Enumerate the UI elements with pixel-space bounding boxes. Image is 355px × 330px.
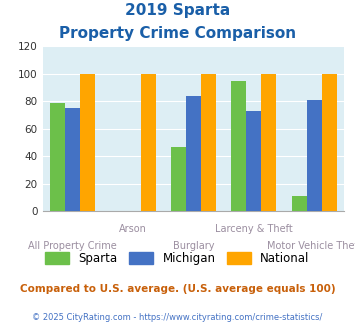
Text: Arson: Arson [119,224,147,234]
Bar [261,74,277,211]
Bar [141,74,156,211]
Legend: Sparta, Michigan, National: Sparta, Michigan, National [40,247,315,269]
Text: © 2025 CityRating.com - https://www.cityrating.com/crime-statistics/: © 2025 CityRating.com - https://www.city… [32,314,323,322]
Bar [201,74,216,211]
Bar [246,111,261,211]
Bar [171,147,186,211]
Text: Property Crime Comparison: Property Crime Comparison [59,26,296,41]
Bar [50,103,65,211]
Text: Motor Vehicle Theft: Motor Vehicle Theft [267,241,355,251]
Text: All Property Crime: All Property Crime [28,241,117,251]
Text: Compared to U.S. average. (U.S. average equals 100): Compared to U.S. average. (U.S. average … [20,284,335,294]
Bar [65,108,80,211]
Text: 2019 Sparta: 2019 Sparta [125,3,230,18]
Bar [291,196,307,211]
Bar [80,74,95,211]
Text: Burglary: Burglary [173,241,214,251]
Bar [231,81,246,211]
Bar [186,96,201,211]
Bar [307,100,322,211]
Bar [322,74,337,211]
Text: Larceny & Theft: Larceny & Theft [215,224,293,234]
